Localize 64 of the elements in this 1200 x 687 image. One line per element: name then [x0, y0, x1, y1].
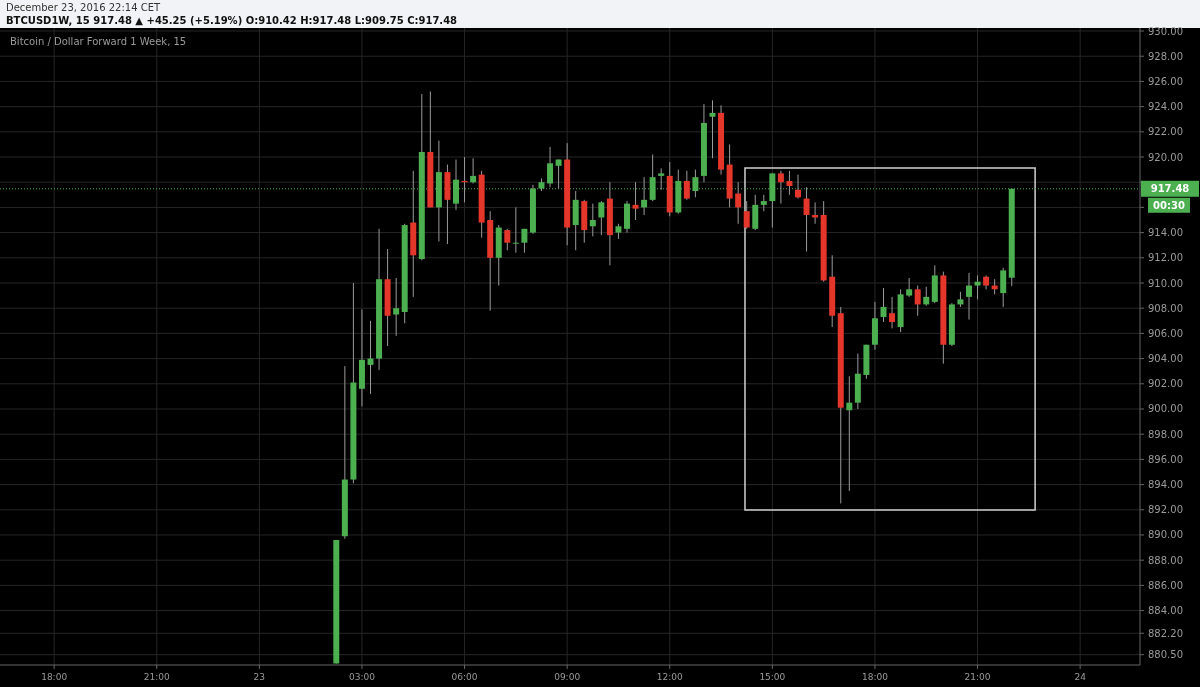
candlestick: [786, 170, 793, 196]
x-tick-label: 18:00: [41, 672, 68, 682]
text: December 23, 2016 22:14 CET: [6, 2, 162, 13]
y-tick-label: 910.00: [1148, 277, 1183, 289]
y-tick-label: 892.00: [1148, 504, 1183, 516]
y-tick-label: 928.00: [1148, 50, 1183, 62]
candlestick: [735, 181, 742, 225]
candlestick: [512, 206, 519, 254]
y-tick-label: 900.00: [1148, 403, 1183, 415]
x-tick-label: 09:00: [554, 672, 581, 682]
candlestick: [914, 285, 921, 317]
x-tick-label: 12:00: [656, 672, 683, 682]
candlestick: [923, 286, 930, 307]
x-tick-label: 21:00: [143, 672, 170, 682]
x-tick-label: 03:00: [348, 672, 376, 682]
y-tick-label: 894.00: [1148, 479, 1183, 491]
y-tick-label: 884.00: [1148, 605, 1183, 617]
ref-line-label: 917.48: [1150, 183, 1190, 195]
x-tick-label: 24: [1074, 672, 1087, 682]
y-tick-label: 888.00: [1148, 554, 1183, 566]
x-tick-label: 06:00: [451, 672, 478, 682]
candlestick: [803, 186, 810, 252]
y-tick-label: 880.50: [1148, 649, 1183, 661]
y-tick-label: 886.00: [1148, 579, 1183, 591]
y-tick-label: 898.00: [1148, 428, 1183, 440]
y-tick-label: 920.00: [1148, 151, 1183, 163]
candlestick: [598, 200, 605, 236]
y-tick-label: 914.00: [1148, 227, 1183, 239]
y-tick-label: 902.00: [1148, 378, 1183, 390]
x-tick-label: 15:00: [759, 672, 786, 682]
x-tick-label: 21:00: [964, 672, 991, 682]
candlestick: [889, 296, 896, 329]
candlestick: [966, 272, 972, 321]
y-tick-label: 904.00: [1148, 353, 1183, 365]
text: Bitcoin / Dollar Forward 1 Week, 15: [10, 36, 187, 47]
candlestick: [846, 375, 853, 492]
y-tick-label: 896.00: [1148, 453, 1183, 465]
candlestick: [555, 159, 562, 190]
candlestick: [974, 274, 981, 300]
y-tick-label: 890.00: [1148, 529, 1183, 541]
text: 00:30: [1153, 199, 1185, 211]
y-tick-label: 908.00: [1148, 302, 1183, 314]
chart-subtitle: BTCUSD1W, 15 917.48 ▲ +45.25 (+5.19%) O:910.42 H:917.48 L:909.75 C:917.48: [6, 15, 458, 26]
x-tick-label: 23: [253, 672, 266, 682]
y-tick-label: 912.00: [1148, 252, 1183, 264]
candlestick: [504, 228, 511, 251]
candlestick: [632, 181, 639, 221]
y-tick-label: 922.00: [1148, 126, 1183, 138]
candlestick: [795, 174, 801, 200]
x-tick-label: 18:00: [861, 672, 889, 682]
y-tick-label: 924.00: [1148, 101, 1183, 113]
candlestick: [1000, 267, 1007, 308]
candlestick: [906, 277, 913, 298]
candlestick: [777, 170, 784, 205]
y-tick-label: 906.00: [1148, 327, 1183, 339]
candlestick: [393, 277, 400, 337]
candlestick: [743, 200, 750, 230]
y-tick-label: 882.20: [1148, 627, 1183, 639]
candlestick: [752, 194, 759, 231]
candlestick: [589, 203, 596, 237]
candlestick: [470, 157, 477, 184]
y-tick-label: 930.00: [1148, 25, 1183, 37]
y-tick-label: 926.00: [1148, 75, 1183, 87]
candlestick: [683, 170, 690, 201]
